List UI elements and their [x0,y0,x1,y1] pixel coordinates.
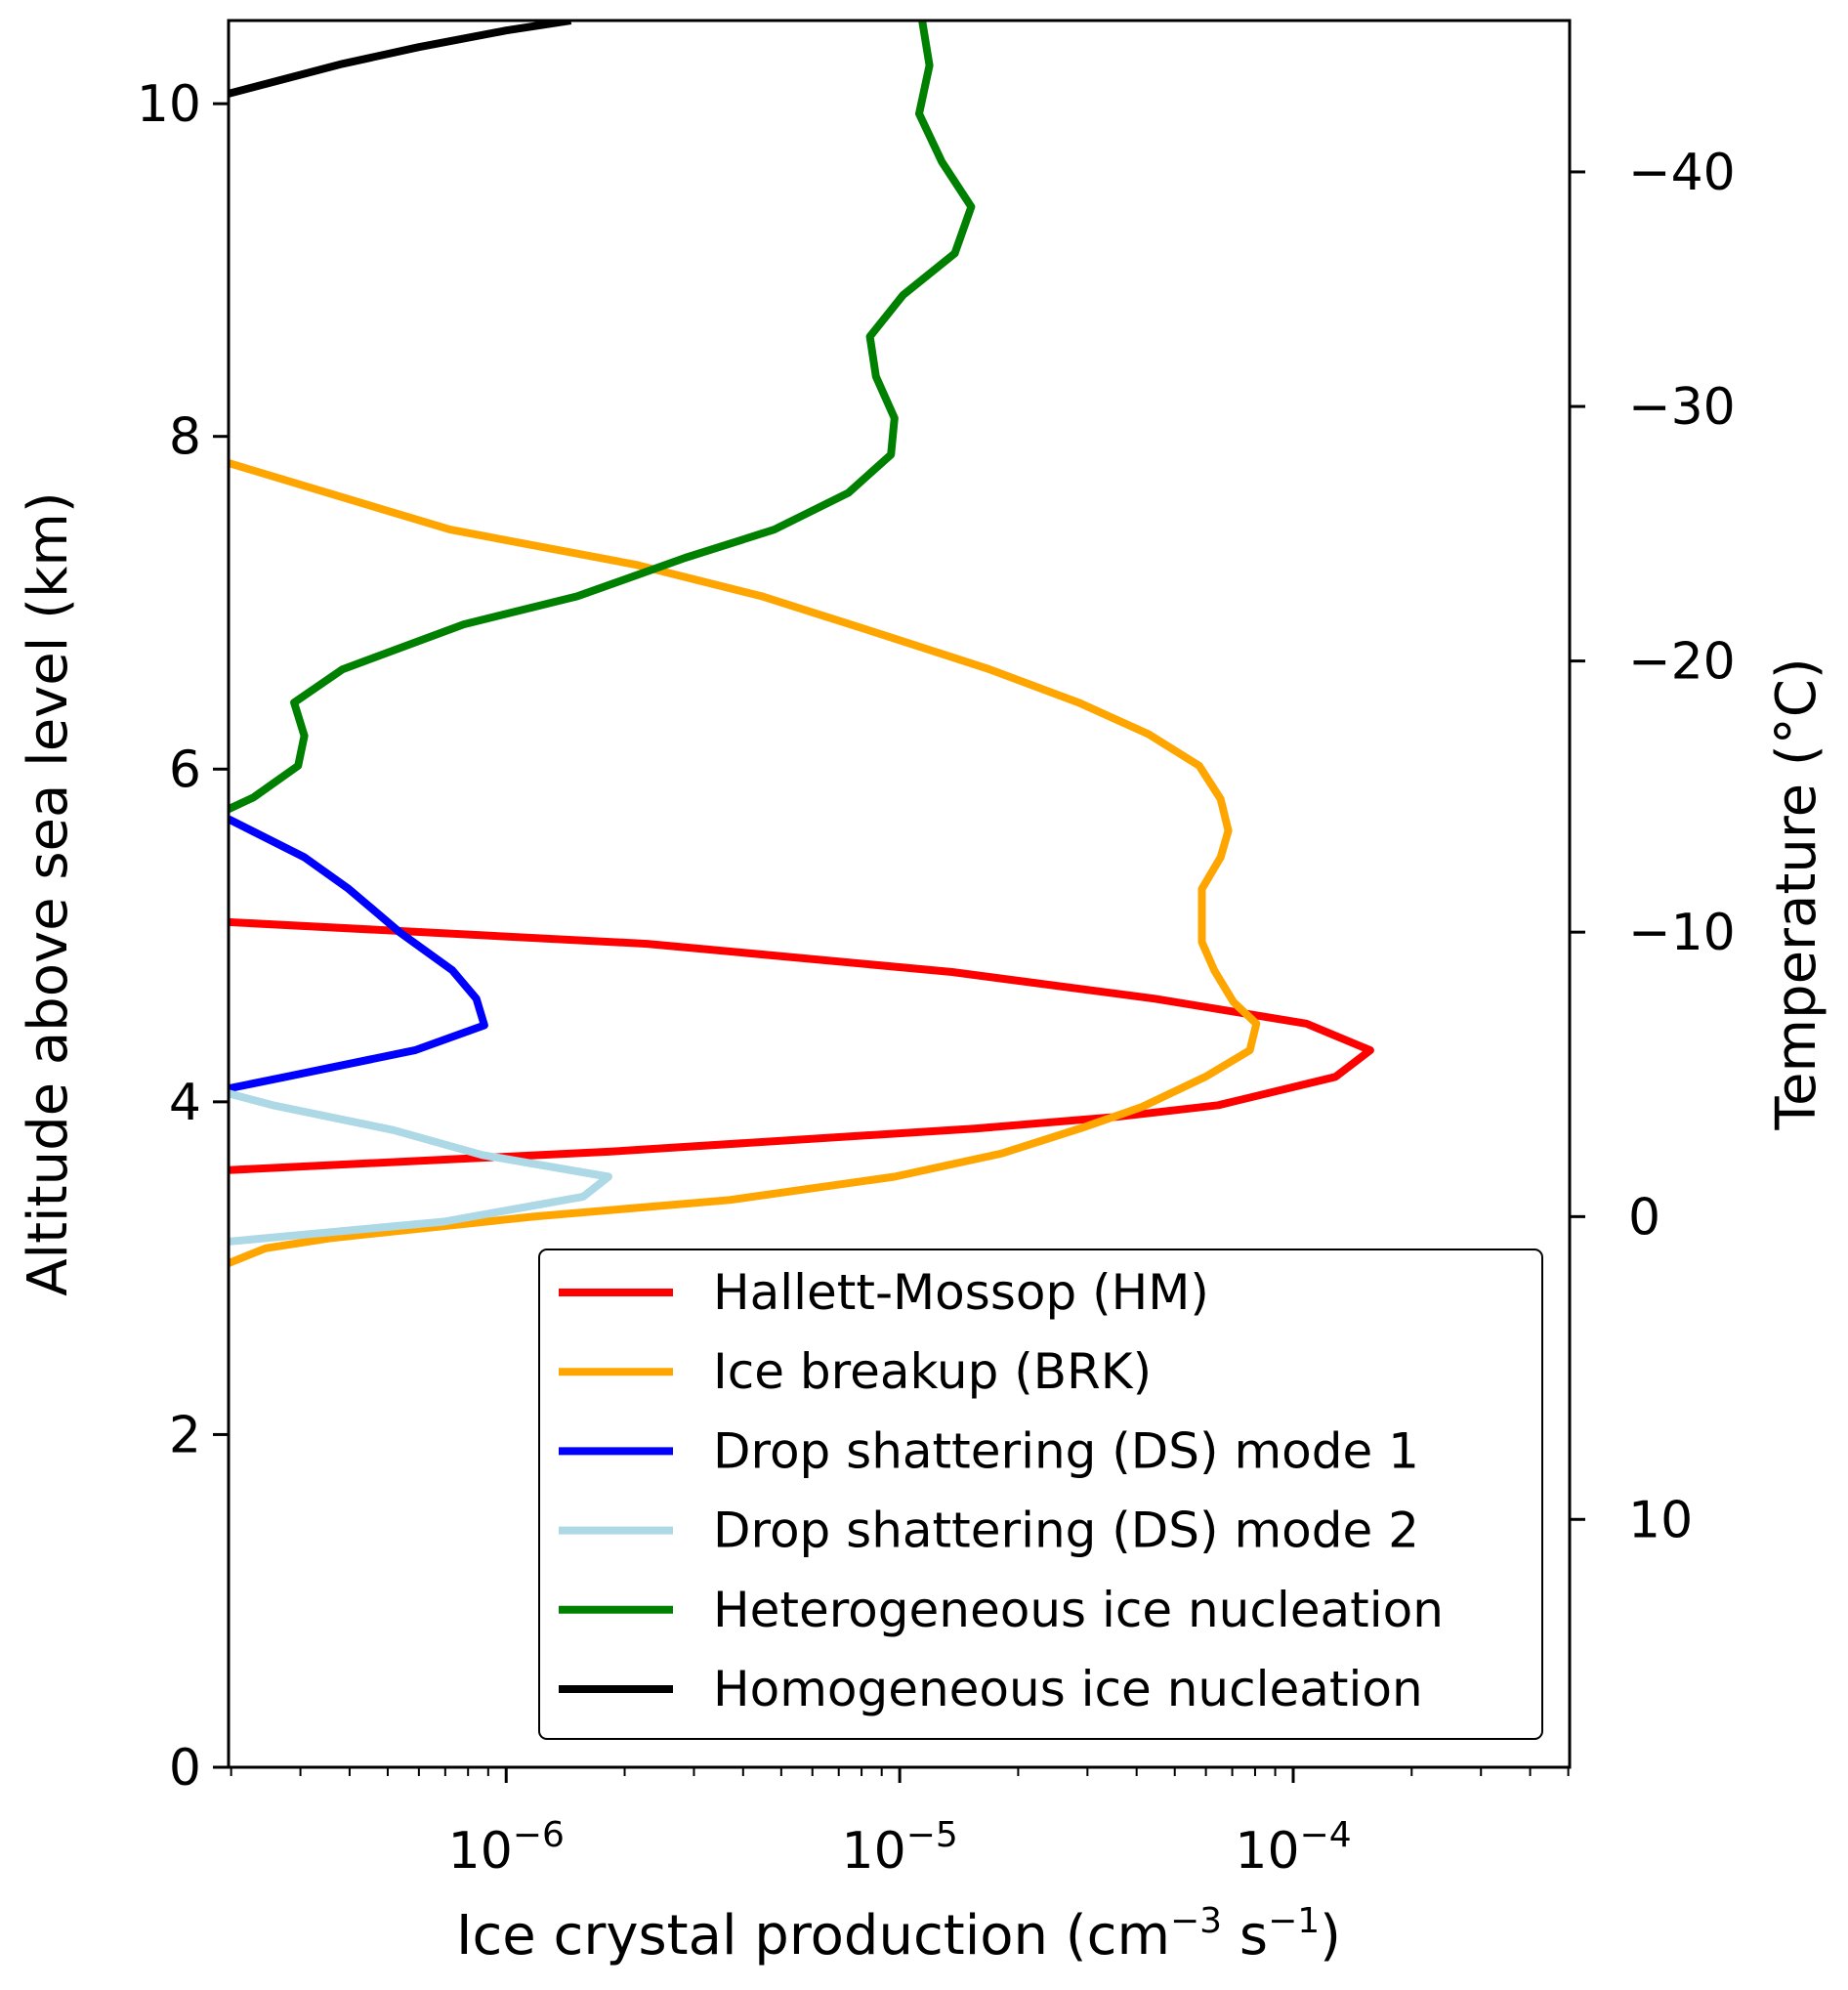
series-line-1 [229,459,1261,1267]
y-tick-label: 6 [169,741,201,799]
legend-label: Ice breakup (BRK) [713,1343,1152,1400]
y-tick-label: 10 [137,75,201,134]
legend-label: Homogeneous ice nucleation [713,1661,1423,1717]
y2-axis: 10 0 −10 −20 −30 −40 [1570,144,1736,1549]
series-line-2 [229,815,488,1093]
y-tick-label: 0 [169,1739,201,1798]
series-line-0 [229,917,1374,1174]
x-tick-label: 10−4 [1235,1815,1351,1881]
legend: Hallett-Mossop (HM) Ice breakup (BRK) Drop… [538,1249,1543,1740]
legend-label: Drop shattering (DS) mode 2 [713,1503,1419,1559]
y-tick-label: 2 [169,1406,201,1464]
y2-tick-label: 0 [1628,1188,1660,1247]
y2-axis-label: Temperature (°C) [1765,657,1828,1130]
legend-label: Drop shattering (DS) mode 1 [713,1422,1419,1479]
y2-tick-label: −10 [1628,904,1736,962]
x-tick-label: 10−5 [842,1815,958,1881]
y-axis-label: Altitude above sea level (km) [17,491,80,1296]
y2-tick-label: −20 [1628,633,1736,692]
legend-label: Heterogeneous ice nucleation [713,1582,1444,1638]
series-group [229,21,1374,1267]
y2-tick-label: 10 [1628,1491,1693,1549]
series-line-3 [229,1089,612,1246]
legend-label: Hallett-Mossop (HM) [713,1264,1209,1321]
y-tick-label: 4 [169,1074,201,1132]
x-tick-label: 10−6 [448,1815,565,1881]
y2-tick-label: −30 [1628,378,1736,437]
y-tick-label: 8 [169,408,201,467]
x-axis: 10−6 10−5 10−4 [230,1767,1570,1881]
y-axis: 0 2 4 6 8 10 [137,75,229,1798]
legend-box [538,1249,1543,1740]
series-line-4 [229,21,976,813]
y2-tick-label: −40 [1628,144,1736,202]
x-axis-label: Ice crystal production (cm−3 s−1) [456,1901,1341,1968]
series-line-5 [229,21,572,98]
